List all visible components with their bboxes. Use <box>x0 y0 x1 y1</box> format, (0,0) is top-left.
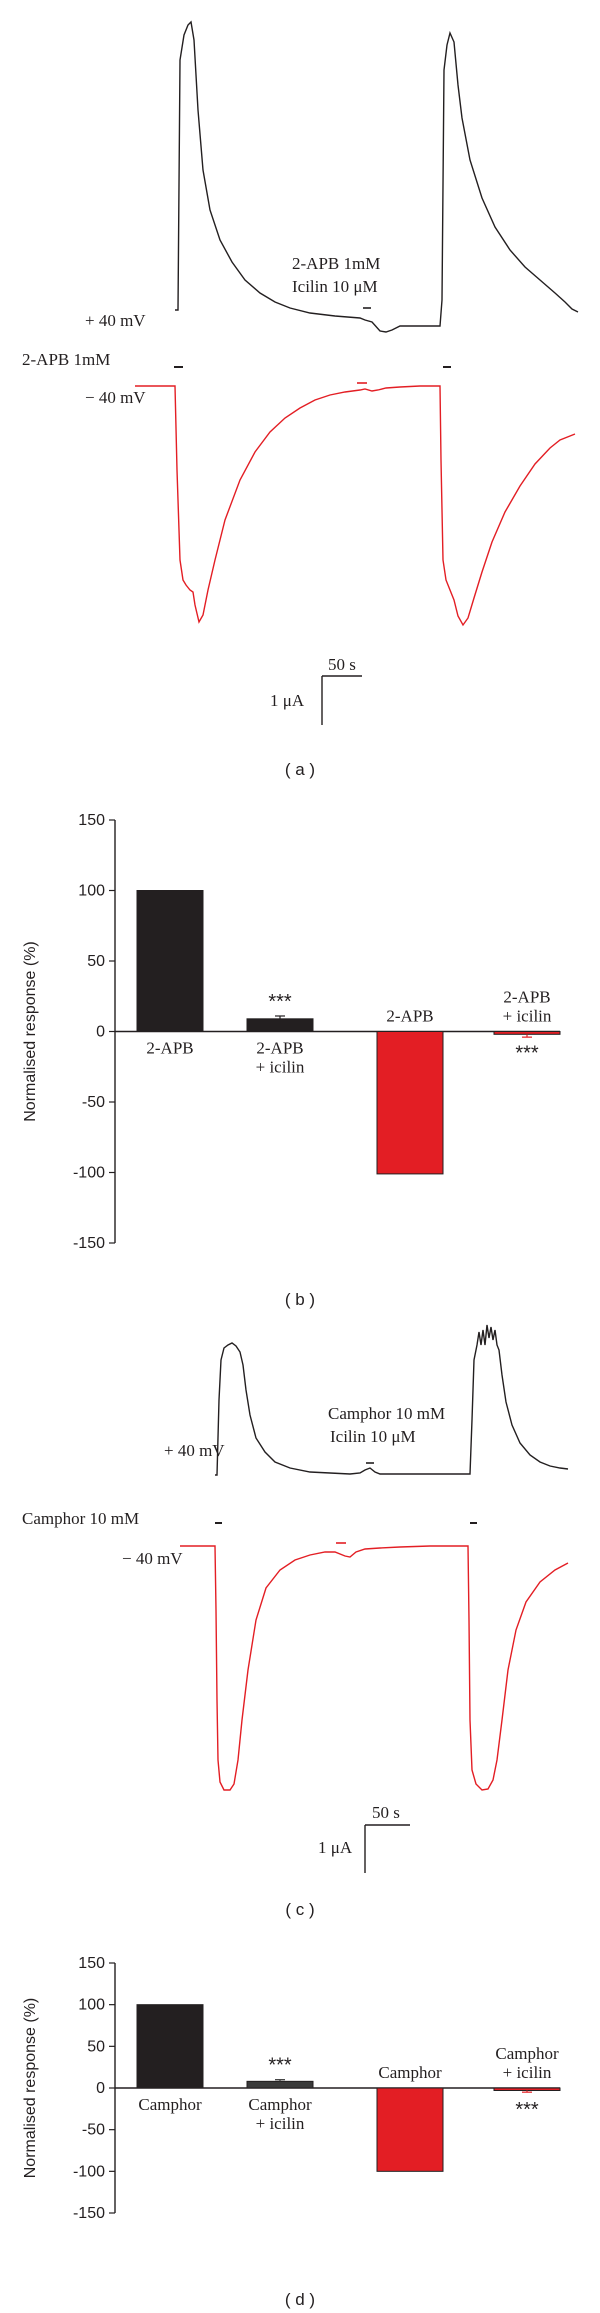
y-tick-label: -150 <box>73 2205 105 2222</box>
significance-stars: *** <box>268 991 292 1013</box>
significance-stars: *** <box>268 2055 292 2077</box>
y-tick-label: 150 <box>78 812 105 829</box>
bar <box>136 2004 204 2089</box>
y-axis-label: Normalised response (%) <box>22 1998 39 2179</box>
y-tick-label: -150 <box>73 1235 105 1252</box>
label-plus40-a: + 40 mV <box>85 311 146 330</box>
trace-c-plus40 <box>215 1324 569 1476</box>
y-tick-label: 100 <box>78 1997 105 2014</box>
category-label: 2-APB <box>503 988 550 1007</box>
category-label: 2-APB <box>256 1039 303 1058</box>
category-label: 2-APB <box>146 1039 193 1058</box>
label-plus40-c: + 40 mV <box>164 1441 225 1460</box>
mix-label-c-line2: Icilin 10 μM <box>330 1427 416 1446</box>
scale-label-a-current: 1 μA <box>270 691 305 710</box>
y-tick-label: -50 <box>82 2122 105 2139</box>
panel-a: + 40 mV 2-APB 1mM − 40 mV 2-APB 1mM Icil… <box>22 20 579 779</box>
category-label: + icilin <box>503 1007 552 1026</box>
y-tick-label: 0 <box>96 2080 105 2097</box>
panel-label-c: ( c ) <box>285 1900 314 1919</box>
category-label: Camphor <box>138 2095 202 2114</box>
significance-stars: *** <box>515 1043 539 1065</box>
mix-label-a-line2: Icilin 10 μM <box>292 277 378 296</box>
significance-stars: *** <box>515 2099 539 2121</box>
category-label: Camphor <box>378 2063 442 2082</box>
bar <box>376 1031 444 1175</box>
y-tick-label: -100 <box>73 1165 105 1182</box>
mix-label-a-line1: 2-APB 1mM <box>292 254 380 273</box>
agonist-label-c: Camphor 10 mM <box>22 1509 139 1528</box>
scale-label-c-current: 1 μA <box>318 1838 353 1857</box>
scale-label-c-time: 50 s <box>372 1803 400 1822</box>
label-minus40-a: − 40 mV <box>85 388 146 407</box>
trace-a-minus40 <box>135 385 576 627</box>
bar <box>136 890 204 1032</box>
mix-label-c-line1: Camphor 10 mM <box>328 1404 445 1423</box>
category-label: 2-APB <box>386 1007 433 1026</box>
y-tick-label: 150 <box>78 1955 105 1972</box>
category-label: + icilin <box>256 2114 305 2133</box>
panel-label-b: ( b ) <box>285 1290 315 1309</box>
bar <box>246 1018 314 1032</box>
bar <box>493 2087 561 2091</box>
category-label: Camphor <box>248 2095 312 2114</box>
bar <box>246 2080 314 2089</box>
y-axis-label: Normalised response (%) <box>22 941 39 1122</box>
scale-label-a-time: 50 s <box>328 655 356 674</box>
category-label: + icilin <box>256 1058 305 1077</box>
y-tick-label: -50 <box>82 1094 105 1111</box>
panel-c: + 40 mV Camphor 10 mM − 40 mV Camphor 10… <box>22 1324 569 1919</box>
label-minus40-c: − 40 mV <box>122 1549 183 1568</box>
y-tick-label: 50 <box>87 2038 105 2055</box>
y-tick-label: -100 <box>73 2163 105 2180</box>
panel-label-d: ( d ) <box>285 2290 315 2309</box>
bar <box>376 2087 444 2172</box>
bar-chart-b: 150 100 50 0 -50 -100 -150 Normalised response … <box>22 812 561 1252</box>
trace-a-plus40 <box>175 20 579 333</box>
bar <box>493 1031 561 1035</box>
trace-c-minus40 <box>180 1545 569 1791</box>
category-label: Camphor <box>495 2044 559 2063</box>
bar-chart-d: 150 100 50 0 -50 -100 -150 Normalised response … <box>22 1955 561 2222</box>
y-tick-label: 100 <box>78 883 105 900</box>
y-tick-label: 0 <box>96 1024 105 1041</box>
category-label: + icilin <box>503 2063 552 2082</box>
agonist-label-a: 2-APB 1mM <box>22 350 110 369</box>
y-tick-label: 50 <box>87 953 105 970</box>
panel-label-a: ( a ) <box>285 760 315 779</box>
